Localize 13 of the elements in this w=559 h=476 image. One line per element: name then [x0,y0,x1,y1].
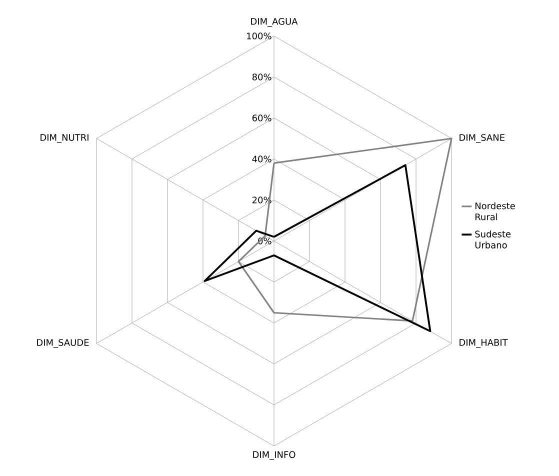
legend-label: Nordeste Rural [475,202,515,220]
y-tick-label: 100% [247,32,272,40]
spoke-label: DIM_INFO [253,451,296,460]
y-tick-label: 40% [252,156,272,162]
spoke-label: DIM_AGUA [251,18,298,27]
spoke-label: DIM_SAUDE [37,339,89,348]
y-tick-label: 20% [252,196,272,204]
spoke-label: DIM_HABIT [460,339,508,348]
y-tick-label: 60% [252,114,272,122]
spoke-label: DIM_NUTRI [40,134,88,143]
legend-label: Sudeste Urbano [475,230,511,248]
spoke-label: DIM_SANE [460,134,504,143]
y-tick-label: 80% [252,74,272,80]
